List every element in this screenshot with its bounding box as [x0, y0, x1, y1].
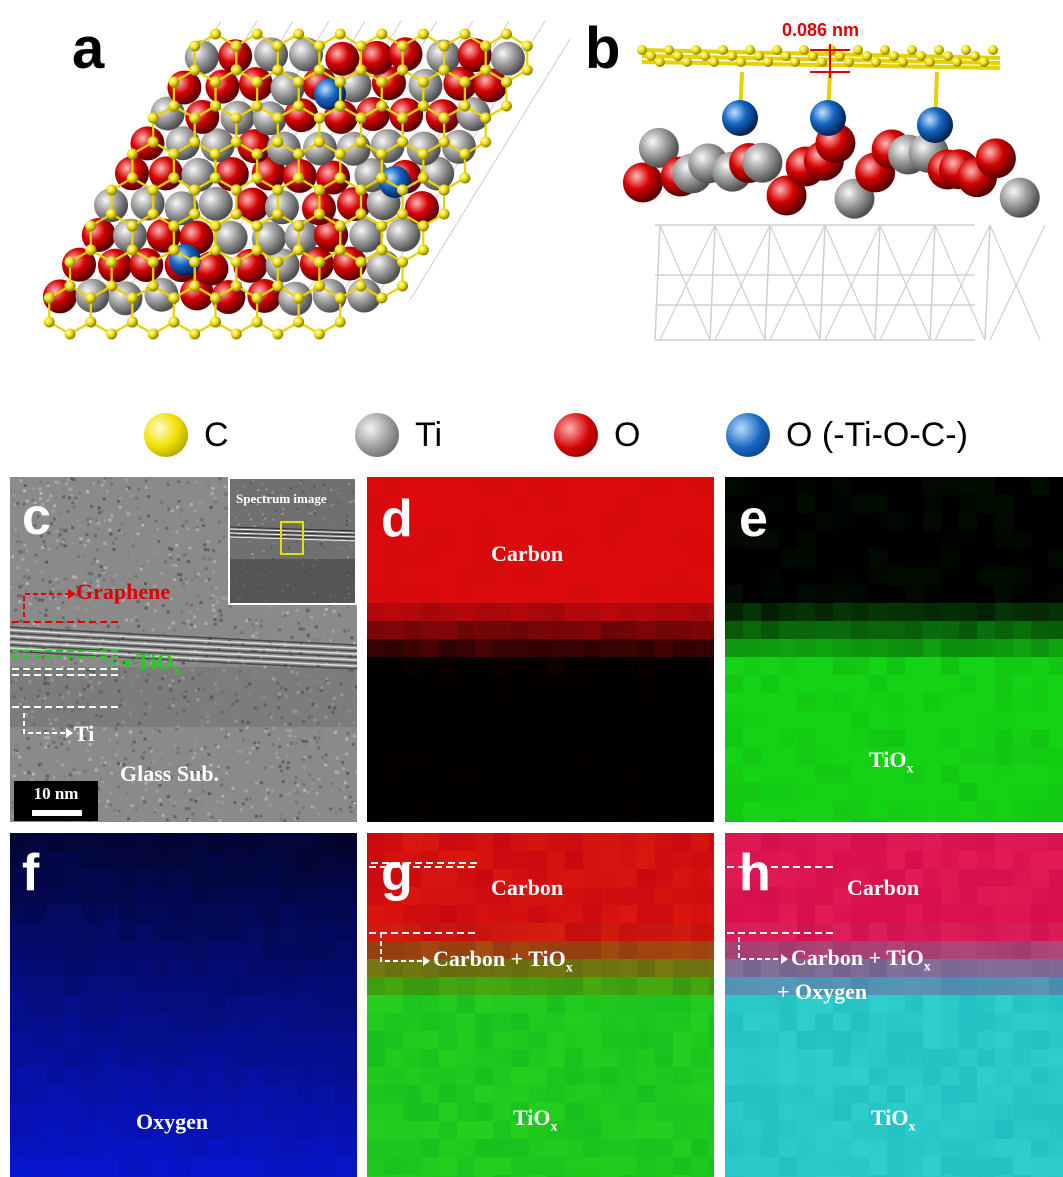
spacing-measurement-label: 0.086 nm: [782, 20, 860, 40]
legend-item-titanium: Ti: [355, 410, 442, 460]
tiox-label: TiOx: [871, 1105, 916, 1135]
titanium-atom-icon: [355, 413, 399, 457]
panel-letter-d: d: [381, 490, 413, 548]
oxygen-eels-map: [10, 833, 357, 1177]
layer-markers: [12, 589, 133, 738]
bridging-oxygen-atom-icon: [726, 413, 770, 457]
legend-item-bridging-oxygen: O (-Ti-O-C-): [726, 410, 968, 460]
panel-letter-g: g: [381, 844, 413, 902]
panel-letter-e: e: [739, 490, 768, 548]
interface-markers: [727, 866, 835, 964]
legend-item-oxygen: O: [554, 410, 640, 460]
atomic-structure-top-view: [42, 20, 570, 340]
tiox-label: TiOx: [513, 1105, 558, 1135]
graphene-layer-label: Graphene: [76, 579, 171, 604]
scale-bar: 10 nm: [14, 781, 98, 821]
scale-bar-label: 10 nm: [33, 784, 79, 803]
mix-arrow: [369, 866, 479, 966]
oxygen-label: Oxygen: [136, 1109, 209, 1134]
panel-e-tiox-map: e TiOx: [725, 477, 1063, 822]
carbon-label: Carbon: [491, 541, 564, 566]
glass-substrate-label: Glass Sub.: [120, 761, 220, 786]
legend-label-carbon: C: [204, 415, 229, 454]
carbon-eels-map: [367, 477, 714, 822]
legend-label-oxygen: O: [614, 415, 641, 454]
panel-letter-b: b: [585, 16, 621, 81]
carbon-tiox-mix-label: Carbon + TiOx: [791, 945, 931, 975]
spectrum-image-thumbnail: [230, 479, 355, 603]
panel-a-structure-top-view: [30, 10, 570, 360]
panel-f-oxygen-map: f Oxygen: [10, 833, 357, 1177]
all-elements-overlay-map: [725, 833, 1063, 1177]
panel-letter-a: a: [72, 16, 105, 81]
panel-c-tem-image: Spectrum image c Graphene TiOx Ti Glass …: [10, 477, 357, 822]
tiox-layer-label: TiOx: [136, 649, 181, 679]
plus-oxygen-label: + Oxygen: [777, 979, 868, 1004]
oxygen-atom-icon: [554, 413, 598, 457]
carbon-label: Carbon: [491, 875, 564, 900]
spacing-measurement-marker: [810, 44, 850, 78]
scale-bar-line: [32, 810, 82, 816]
legend-label-titanium: Ti: [415, 415, 443, 454]
panel-b-structure-side-view: [620, 20, 1060, 360]
panel-h-all-elements-overlay: h Carbon Carbon + TiOx + Oxygen TiOx: [725, 833, 1063, 1177]
carbon-tiox-overlay-map: [367, 833, 714, 1177]
panel-letter-c: c: [22, 488, 51, 546]
carbon-atom-icon: [144, 413, 188, 457]
legend-label-bridging-oxygen: O (-Ti-O-C-): [786, 415, 968, 454]
interface-markers: [371, 862, 477, 864]
carbon-label: Carbon: [847, 875, 920, 900]
panel-d-carbon-map: d Carbon: [367, 477, 714, 822]
ti-layer-label: Ti: [74, 721, 95, 746]
tiox-label: TiOx: [869, 747, 914, 777]
legend-item-carbon: C: [144, 410, 229, 460]
carbon-tiox-mix-label: Carbon + TiOx: [433, 946, 573, 976]
spectrum-region-box: [280, 521, 304, 555]
atomic-structure-side-view: [622, 45, 1046, 341]
panel-letter-h: h: [739, 844, 771, 902]
spectrum-image-inset: Spectrum image: [228, 477, 357, 605]
panel-g-carbon-tiox-overlay: g Carbon Carbon + TiOx TiOx: [367, 833, 714, 1177]
spectrum-image-title: Spectrum image: [236, 491, 327, 506]
tiox-eels-map: [725, 477, 1063, 822]
panel-letter-f: f: [22, 844, 40, 902]
